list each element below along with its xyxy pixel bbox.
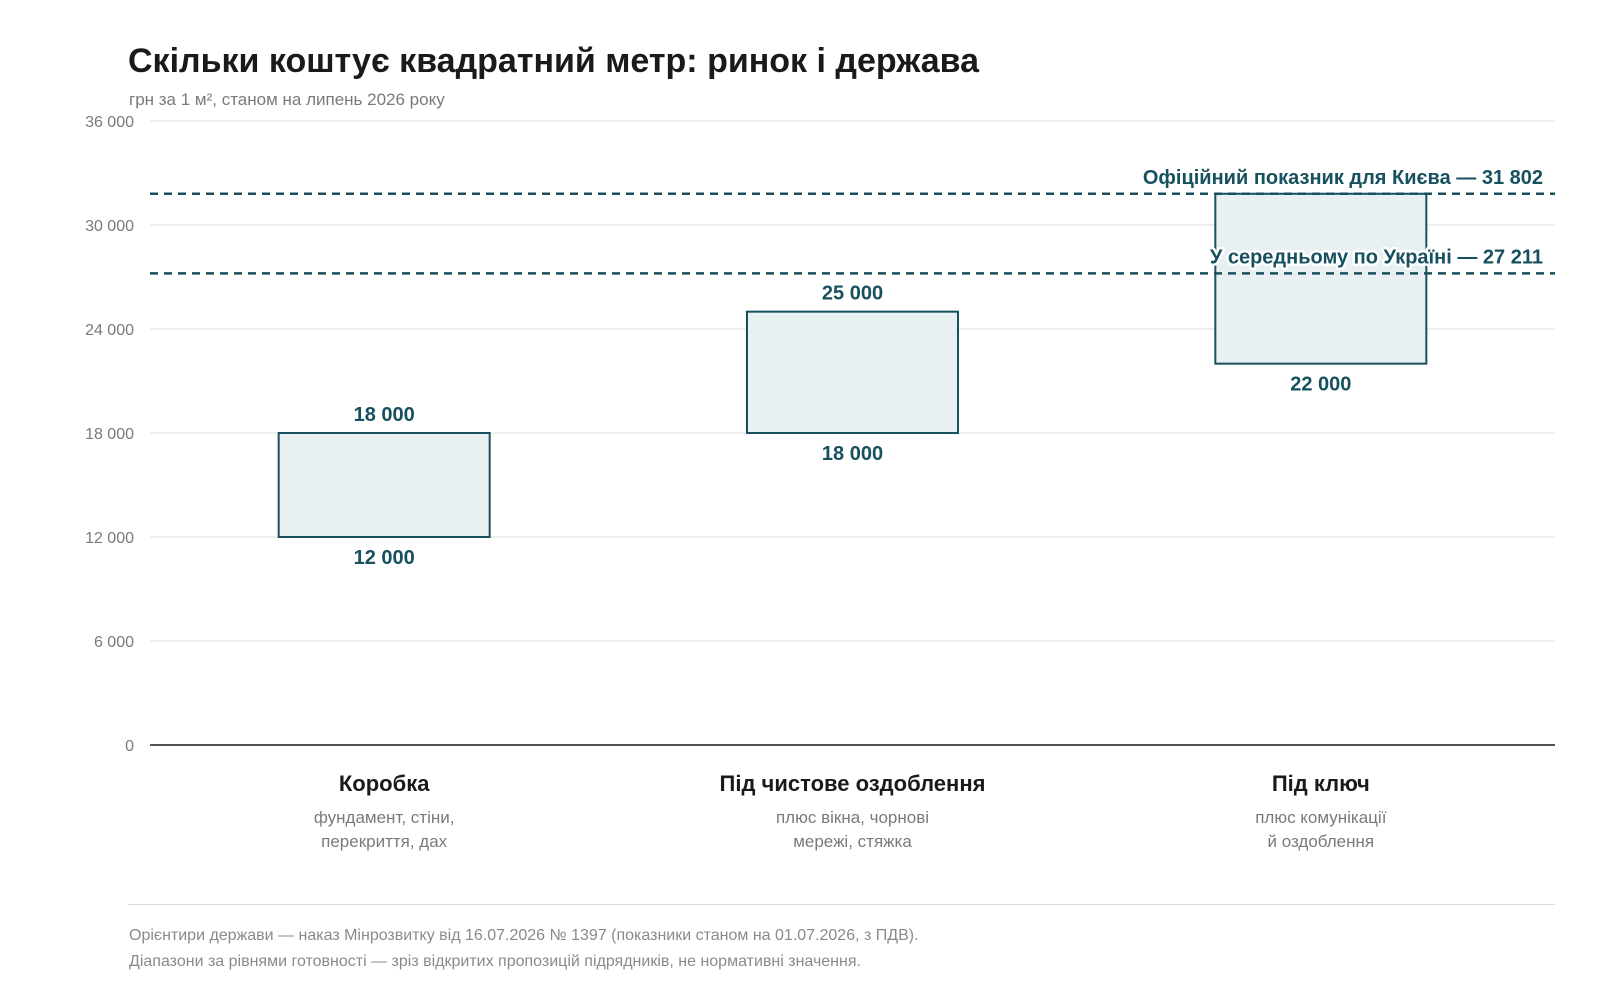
reference-line-label: У середньому по Україні — 27 211 bbox=[1210, 246, 1543, 268]
bar-low-label: 18 000 bbox=[822, 443, 883, 465]
footnote-source: Орієнтири держави — наказ Мінрозвитку ві… bbox=[129, 927, 919, 944]
category-description: перекриття, дах bbox=[321, 832, 448, 851]
y-tick-label: 24 000 bbox=[85, 322, 134, 339]
category-description: фундамент, стіни, bbox=[314, 808, 455, 827]
bar-high-label: 25 000 bbox=[822, 283, 883, 305]
category-description: мережі, стяжка bbox=[793, 832, 912, 851]
chart-subtitle: грн за 1 м², станом на липень 2026 року bbox=[129, 90, 445, 109]
bar-high-label: 18 000 bbox=[354, 404, 415, 426]
y-tick-label: 6 000 bbox=[94, 634, 134, 651]
chart-title: Скільки коштує квадратний метр: ринок і … bbox=[128, 42, 979, 80]
range-bar bbox=[1214, 192, 1428, 365]
category-description: й оздоблення bbox=[1268, 832, 1375, 851]
category-label: Під ключ bbox=[1272, 771, 1370, 796]
reference-line-label: Офіційний показник для Києва — 31 802 bbox=[1143, 167, 1543, 189]
y-tick-label: 18 000 bbox=[85, 426, 134, 443]
y-tick-label: 0 bbox=[125, 738, 134, 755]
category-label: Коробка bbox=[339, 771, 430, 796]
y-tick-label: 36 000 bbox=[85, 114, 134, 131]
category-description: плюс комунікації bbox=[1255, 808, 1387, 827]
footnote-method: Діапазони за рівнями готовності — зріз в… bbox=[129, 953, 861, 970]
category-description: плюс вікна, чорнові bbox=[776, 808, 929, 827]
range-bar bbox=[277, 432, 491, 538]
category-label: Під чистове оздоблення bbox=[720, 771, 986, 796]
y-tick-label: 30 000 bbox=[85, 218, 134, 235]
footer-divider bbox=[128, 904, 1555, 905]
bar-low-label: 22 000 bbox=[1290, 374, 1351, 396]
y-tick-label: 12 000 bbox=[85, 530, 134, 547]
bar-low-label: 12 000 bbox=[354, 547, 415, 569]
range-bar-chart: 0 6 000 12 000 18 000 24 000 30 000 36 000 18 0… bbox=[85, 114, 1555, 851]
range-bar bbox=[746, 310, 959, 434]
